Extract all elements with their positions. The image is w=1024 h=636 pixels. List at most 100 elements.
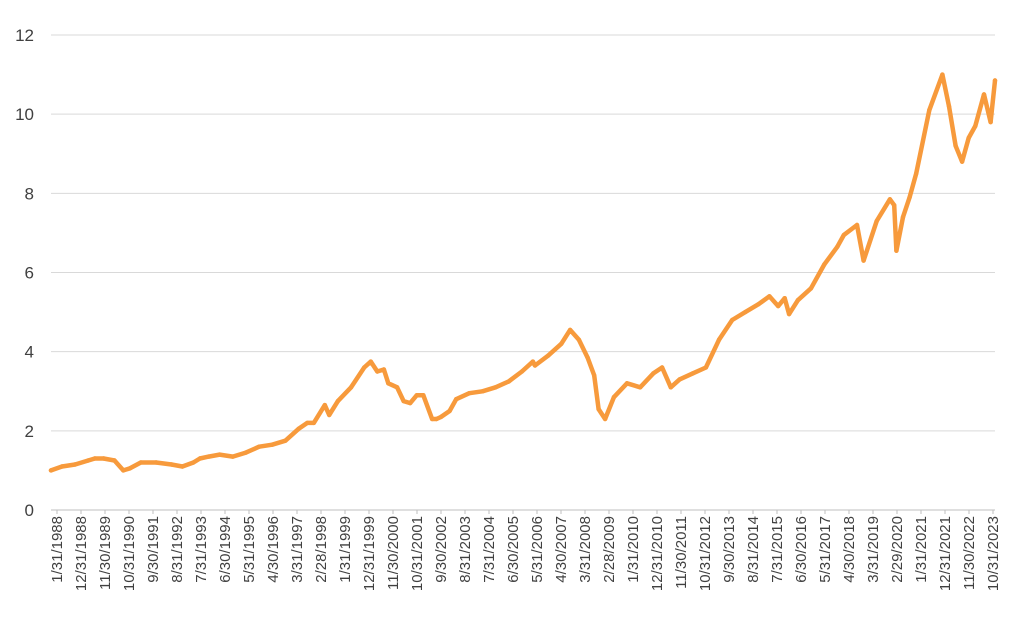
data-point bbox=[767, 294, 772, 299]
data-point bbox=[368, 359, 373, 364]
data-point bbox=[894, 248, 899, 253]
x-tick-label: 7/31/2004 bbox=[481, 516, 498, 583]
data-point bbox=[576, 337, 582, 342]
x-tick-label: 4/30/1996 bbox=[265, 516, 282, 583]
data-point bbox=[438, 414, 444, 420]
data-point bbox=[854, 222, 860, 228]
data-point bbox=[953, 143, 958, 148]
data-point bbox=[381, 367, 387, 372]
x-tick-label: 12/31/2010 bbox=[649, 516, 666, 591]
x-tick-label: 8/31/1992 bbox=[169, 516, 186, 583]
data-point bbox=[716, 337, 722, 342]
data-point bbox=[559, 341, 564, 346]
x-axis: 1/31/1988 12/31/1988 11/30/1989 10/31/1990 9… bbox=[49, 510, 1002, 591]
data-point bbox=[386, 381, 391, 386]
data-point bbox=[230, 454, 235, 459]
y-tick-label: 0 bbox=[25, 501, 34, 520]
data-point bbox=[786, 311, 792, 317]
data-point bbox=[434, 416, 439, 422]
data-point bbox=[690, 371, 695, 376]
data-point bbox=[127, 466, 132, 471]
data-point bbox=[191, 460, 196, 465]
x-tick-label: 10/31/2023 bbox=[985, 516, 1002, 591]
x-tick-label: 10/31/2012 bbox=[697, 516, 714, 591]
data-point bbox=[914, 171, 919, 176]
y-axis: 0 2 4 6 8 10 12 bbox=[15, 26, 34, 520]
data-point bbox=[546, 353, 551, 358]
data-point bbox=[348, 385, 354, 390]
data-point bbox=[112, 458, 117, 463]
data-point bbox=[602, 416, 608, 422]
data-point bbox=[776, 303, 781, 309]
x-tick-label: 6/30/1994 bbox=[217, 516, 234, 583]
data-point bbox=[305, 420, 310, 426]
data-point bbox=[408, 400, 413, 406]
data-point bbox=[197, 456, 203, 461]
data-point bbox=[530, 359, 536, 364]
data-point bbox=[973, 123, 978, 129]
x-tick-label: 1/31/1988 bbox=[49, 516, 66, 583]
data-point bbox=[900, 214, 906, 220]
x-tick-label: 7/31/1993 bbox=[193, 516, 210, 583]
data-point bbox=[730, 317, 735, 323]
x-tick-label: 11/30/2022 bbox=[961, 516, 978, 590]
data-point bbox=[677, 377, 682, 382]
y-tick-label: 12 bbox=[15, 26, 34, 45]
x-tick-label: 7/31/2015 bbox=[769, 516, 786, 583]
x-tick-label: 6/30/2005 bbox=[505, 516, 522, 583]
data-point bbox=[421, 393, 426, 398]
data-point bbox=[638, 385, 643, 390]
x-tick-label: 9/30/1991 bbox=[145, 516, 162, 583]
data-point bbox=[506, 379, 511, 384]
data-point bbox=[907, 195, 912, 200]
x-tick-label: 9/30/2002 bbox=[433, 516, 450, 583]
data-point bbox=[624, 381, 630, 386]
data-point bbox=[48, 468, 54, 473]
data-point bbox=[981, 92, 987, 97]
data-point bbox=[592, 373, 597, 378]
data-point bbox=[596, 406, 601, 412]
data-point bbox=[322, 402, 327, 408]
data-point bbox=[703, 365, 709, 370]
data-point bbox=[335, 398, 341, 404]
data-point bbox=[169, 462, 174, 467]
data-point bbox=[992, 78, 998, 83]
data-point bbox=[217, 452, 222, 457]
x-tick-label: 12/31/1988 bbox=[73, 516, 90, 591]
data-point bbox=[72, 462, 78, 467]
data-point bbox=[861, 258, 866, 263]
data-point bbox=[651, 371, 656, 376]
data-point bbox=[101, 456, 106, 461]
data-point bbox=[946, 104, 952, 109]
data-point bbox=[414, 393, 419, 398]
x-tick-label: 2/29/2020 bbox=[889, 516, 906, 583]
data-point bbox=[401, 398, 406, 404]
data-point bbox=[743, 309, 748, 315]
data-point bbox=[92, 456, 98, 461]
x-tick-label: 10/31/1990 bbox=[121, 516, 138, 591]
x-tick-label: 2/28/1998 bbox=[313, 516, 330, 583]
x-tick-label: 4/30/2018 bbox=[841, 516, 858, 583]
x-tick-label: 6/30/2016 bbox=[793, 516, 810, 583]
x-tick-label: 8/31/2014 bbox=[745, 516, 762, 583]
data-point bbox=[206, 454, 211, 459]
data-point bbox=[375, 369, 380, 374]
y-tick-label: 10 bbox=[15, 105, 34, 124]
data-point bbox=[782, 296, 787, 301]
data-point bbox=[585, 355, 590, 360]
x-tick-label: 3/31/2008 bbox=[577, 516, 594, 583]
data-point bbox=[311, 420, 316, 426]
data-point bbox=[467, 391, 472, 396]
data-point bbox=[121, 468, 126, 473]
gridlines bbox=[51, 34, 995, 511]
data-point bbox=[756, 302, 761, 307]
data-point bbox=[327, 412, 332, 418]
x-tick-label: 11/30/1989 bbox=[97, 516, 114, 590]
data-point bbox=[659, 365, 665, 370]
x-tick-label: 3/31/1997 bbox=[289, 516, 306, 583]
data-point bbox=[808, 286, 814, 291]
data-point bbox=[668, 385, 673, 390]
series-area bbox=[48, 72, 998, 473]
